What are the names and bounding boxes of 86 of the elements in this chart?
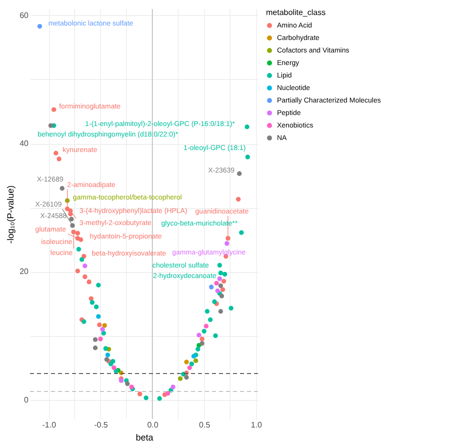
point bbox=[239, 230, 244, 235]
point bbox=[102, 323, 107, 328]
point bbox=[64, 206, 70, 212]
x-tick-label: 0.0 bbox=[147, 420, 159, 430]
point bbox=[88, 296, 94, 301]
point bbox=[112, 365, 116, 370]
point bbox=[165, 391, 170, 396]
point bbox=[218, 270, 224, 276]
point bbox=[187, 365, 192, 370]
x-tick-label: 1.0 bbox=[250, 420, 263, 430]
point bbox=[90, 300, 95, 305]
point bbox=[110, 359, 116, 364]
point bbox=[214, 280, 219, 286]
x-tick-label: -1.0 bbox=[42, 420, 57, 430]
point bbox=[204, 324, 209, 328]
point bbox=[170, 384, 176, 390]
point bbox=[189, 362, 194, 366]
point bbox=[184, 375, 189, 380]
x-tick-label: -0.5 bbox=[94, 420, 108, 430]
point bbox=[96, 282, 101, 288]
point bbox=[92, 346, 98, 350]
point bbox=[78, 237, 84, 242]
point bbox=[218, 283, 224, 288]
point bbox=[79, 257, 84, 262]
point bbox=[228, 306, 234, 311]
x-tick-label: 0.5 bbox=[199, 420, 211, 430]
point bbox=[184, 360, 189, 364]
point bbox=[138, 392, 142, 396]
point bbox=[56, 156, 62, 162]
point bbox=[98, 336, 103, 342]
point bbox=[204, 309, 210, 314]
point bbox=[37, 24, 42, 29]
point bbox=[222, 272, 228, 277]
y-tick-label: 40 bbox=[20, 139, 30, 148]
point bbox=[215, 288, 220, 294]
point bbox=[217, 262, 222, 268]
point bbox=[157, 396, 162, 401]
point bbox=[54, 150, 58, 156]
point bbox=[193, 358, 198, 364]
y-tick-label: 0 bbox=[24, 395, 30, 404]
point bbox=[75, 268, 80, 274]
point bbox=[105, 352, 110, 358]
point bbox=[82, 264, 88, 268]
legend-title: metabolite_class bbox=[266, 8, 326, 17]
point bbox=[60, 186, 64, 191]
point bbox=[75, 230, 80, 236]
point bbox=[202, 328, 206, 334]
point bbox=[236, 196, 241, 202]
point bbox=[82, 319, 86, 324]
y-tick-label: 60 bbox=[20, 10, 30, 20]
x-axis-title: beta bbox=[136, 432, 154, 442]
point bbox=[224, 241, 230, 246]
point bbox=[237, 171, 242, 176]
point bbox=[70, 223, 75, 228]
point bbox=[217, 276, 222, 282]
point bbox=[69, 216, 74, 222]
point bbox=[213, 333, 218, 338]
point bbox=[220, 287, 226, 292]
point bbox=[196, 332, 202, 338]
point bbox=[200, 336, 204, 342]
y-tick-label: 20 bbox=[20, 267, 30, 276]
point bbox=[96, 314, 101, 319]
y-axis-title: -log₁₀(P-value) bbox=[6, 185, 16, 244]
point bbox=[92, 337, 98, 342]
point bbox=[218, 309, 224, 314]
point bbox=[101, 330, 106, 336]
point bbox=[48, 123, 54, 128]
point bbox=[125, 381, 130, 386]
point bbox=[86, 280, 92, 284]
point bbox=[200, 341, 204, 346]
point bbox=[221, 278, 226, 284]
point bbox=[76, 246, 82, 252]
point bbox=[100, 326, 105, 332]
point bbox=[219, 294, 224, 298]
point bbox=[245, 154, 250, 160]
point bbox=[244, 124, 250, 130]
point bbox=[103, 346, 108, 351]
point bbox=[82, 274, 88, 280]
point bbox=[208, 317, 213, 322]
point bbox=[144, 396, 148, 400]
point bbox=[51, 107, 56, 112]
point bbox=[196, 346, 200, 352]
point bbox=[94, 304, 99, 310]
point bbox=[178, 376, 183, 381]
point bbox=[209, 284, 214, 290]
point bbox=[97, 322, 102, 328]
